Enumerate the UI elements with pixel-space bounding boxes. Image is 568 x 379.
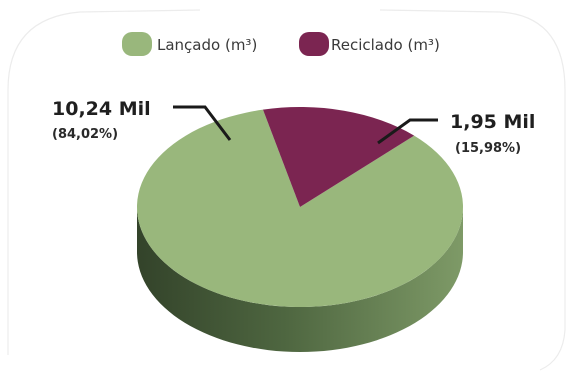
data-label-value-reciclado: 1,95 Mil bbox=[450, 111, 535, 133]
leader-line-reciclado bbox=[377, 118, 438, 145]
legend: Lançado (m³) Reciclado (m³) bbox=[122, 32, 440, 56]
pie-slice-reciclado[interactable] bbox=[262, 107, 415, 207]
legend-label-lancado: Lançado (m³) bbox=[157, 36, 257, 54]
frame-outline bbox=[7, 9, 201, 355]
frame-outline-right bbox=[379, 9, 566, 371]
legend-label-reciclado: Reciclado (m³) bbox=[331, 36, 440, 54]
legend-swatch-lancado[interactable] bbox=[122, 32, 152, 56]
leader-line-lancado bbox=[173, 105, 232, 141]
data-label-percent-lancado: (84,02%) bbox=[52, 127, 118, 142]
pie-side-wall bbox=[137, 207, 463, 352]
pie-slice-lancado[interactable] bbox=[136, 109, 463, 307]
legend-swatch-reciclado[interactable] bbox=[299, 32, 329, 56]
data-label-percent-reciclado: (15,98%) bbox=[455, 141, 521, 156]
data-label-value-lancado: 10,24 Mil bbox=[52, 98, 151, 120]
